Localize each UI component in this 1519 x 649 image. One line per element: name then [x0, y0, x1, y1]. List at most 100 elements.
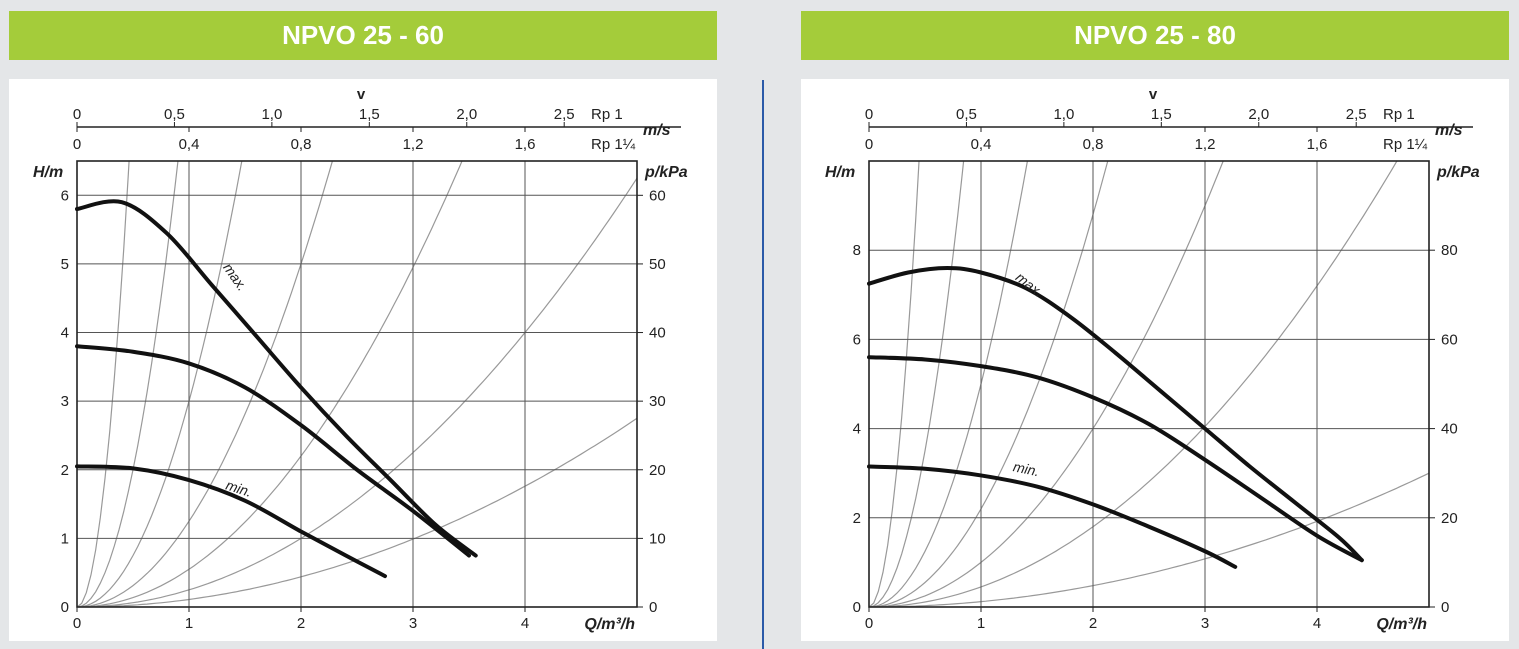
x-tick-label: 0 — [73, 615, 81, 632]
system-curve — [77, 161, 334, 607]
y2-tick-label: 60 — [649, 187, 666, 204]
system-curve — [77, 161, 179, 607]
chart-svg-npvo-25-80: 0 1 2 3 4 Q/m³/h 0 2 4 6 8 H/m 0 20 40 60 80 p/kPa 0 0,5 1,0… — [825, 86, 1480, 633]
velocity-tick-label-rp1: 0,5 — [164, 106, 185, 123]
velocity-tick-label-rp1-25: 0 — [73, 136, 81, 153]
curve-label-max: max. — [220, 260, 251, 294]
y2-tick-label: 20 — [1441, 510, 1458, 527]
system-curve — [77, 161, 463, 607]
system-curve — [869, 161, 965, 607]
velocity-unit-label: m/s — [1435, 122, 1463, 139]
y2-tick-label: 10 — [649, 530, 666, 547]
chart-svg-npvo-25-60: 0 1 2 3 4 Q/m³/h 0 1 2 3 4 5 6 H/m 0 10 20 30 40 50 60 p/kPa 0… — [33, 86, 688, 633]
y-tick-label: 6 — [61, 187, 69, 204]
y2-axis-label: p/kPa — [1436, 164, 1480, 181]
x-tick-label: 2 — [297, 615, 305, 632]
y-tick-label: 8 — [853, 242, 861, 259]
pump-curve-min — [867, 464, 1238, 569]
x-tick-label: 4 — [521, 615, 529, 632]
y2-tick-label: 60 — [1441, 331, 1458, 348]
velocity-tick-label-rp1-25: 1,2 — [1195, 136, 1216, 153]
x-axis-label: Q/m³/h — [584, 616, 635, 633]
pump-curve-max — [867, 266, 1364, 563]
system-curve — [869, 472, 1429, 607]
y-tick-label: 0 — [61, 599, 69, 616]
velocity-tick-label-rp1: 1,0 — [1053, 106, 1074, 123]
y2-tick-label: 50 — [649, 256, 666, 273]
velocity-tick-label-rp1: 0 — [865, 106, 873, 123]
x-tick-label: 3 — [1201, 615, 1209, 632]
pump-curve-min — [75, 464, 387, 579]
velocity-tick-label-rp1: 0,5 — [956, 106, 977, 123]
y2-tick-label: 20 — [649, 462, 666, 479]
y2-tick-label: 40 — [1441, 421, 1458, 438]
velocity-tick-label-rp1-25: 1,6 — [515, 136, 536, 153]
y-tick-label: 2 — [61, 462, 69, 479]
pump-curve-max — [75, 199, 478, 558]
velocity-axis-title: v — [357, 86, 366, 103]
y2-tick-label: 0 — [649, 599, 657, 616]
curve-label-min: min. — [224, 477, 254, 500]
x-tick-label: 1 — [977, 615, 985, 632]
x-tick-label: 1 — [185, 615, 193, 632]
pump-curve-mid — [75, 344, 471, 558]
velocity-tick-label-rp1: 2,0 — [1248, 106, 1269, 123]
velocity-axis-title: v — [1149, 86, 1158, 103]
system-curve — [869, 161, 1029, 607]
panel-divider — [762, 80, 764, 649]
x-tick-label: 0 — [865, 615, 873, 632]
velocity-tick-label-rp1-25: 0,8 — [291, 136, 312, 153]
chart-npvo-25-80: 0 1 2 3 4 Q/m³/h 0 2 4 6 8 H/m 0 20 40 60 80 p/kPa 0 0,5 1,0… — [801, 79, 1509, 641]
panel-title-npvo-25-60: NPVO 25 - 60 — [9, 11, 717, 60]
velocity-tick-label-rp1: 1,0 — [261, 106, 282, 123]
pump-curve-mid — [867, 355, 1364, 563]
velocity-tick-label-rp1: 0 — [73, 106, 81, 123]
y-tick-label: 1 — [61, 530, 69, 547]
y-tick-label: 4 — [853, 421, 861, 438]
x-tick-label: 3 — [409, 615, 417, 632]
velocity-tick-label-rp1: 1,5 — [359, 106, 380, 123]
velocity-unit-label: m/s — [643, 122, 671, 139]
y2-axis-label: p/kPa — [644, 164, 688, 181]
y-tick-label: 0 — [853, 599, 861, 616]
pipe-label-rp1: Rp 1 — [591, 106, 623, 123]
y2-tick-label: 80 — [1441, 242, 1458, 259]
y-tick-label: 4 — [61, 325, 69, 342]
velocity-tick-label-rp1-25: 0 — [865, 136, 873, 153]
x-tick-label: 4 — [1313, 615, 1321, 632]
velocity-tick-label-rp1: 1,5 — [1151, 106, 1172, 123]
pipe-label-rp1-25: Rp 1¼ — [591, 136, 636, 153]
chart-npvo-25-60: 0 1 2 3 4 Q/m³/h 0 1 2 3 4 5 6 H/m 0 10 20 30 40 50 60 p/kPa 0… — [9, 79, 717, 641]
y-axis-label: H/m — [825, 164, 855, 181]
y-tick-label: 2 — [853, 510, 861, 527]
plot-frame — [868, 160, 1430, 608]
x-tick-label: 2 — [1089, 615, 1097, 632]
panel-title-npvo-25-80: NPVO 25 - 80 — [801, 11, 1509, 60]
y-tick-label: 3 — [61, 393, 69, 410]
system-curve — [869, 161, 1224, 607]
velocity-tick-label-rp1-25: 0,4 — [971, 136, 992, 153]
velocity-tick-label-rp1-25: 1,2 — [403, 136, 424, 153]
y-tick-label: 5 — [61, 256, 69, 273]
system-curve — [869, 161, 1109, 607]
velocity-tick-label-rp1: 2,5 — [554, 106, 575, 123]
y2-tick-label: 0 — [1441, 599, 1449, 616]
y-tick-label: 6 — [853, 331, 861, 348]
velocity-tick-label-rp1-25: 1,6 — [1307, 136, 1328, 153]
x-axis-label: Q/m³/h — [1376, 616, 1427, 633]
velocity-tick-label-rp1-25: 0,4 — [179, 136, 200, 153]
y-axis-label: H/m — [33, 164, 63, 181]
plot-frame — [76, 160, 638, 608]
y2-tick-label: 30 — [649, 393, 666, 410]
system-curve — [77, 177, 637, 607]
velocity-tick-label-rp1: 2,0 — [456, 106, 477, 123]
curve-label-min: min. — [1012, 458, 1041, 479]
system-curve — [77, 161, 243, 607]
velocity-tick-label-rp1: 2,5 — [1346, 106, 1367, 123]
y2-tick-label: 40 — [649, 325, 666, 342]
pipe-label-rp1: Rp 1 — [1383, 106, 1415, 123]
system-curve — [77, 161, 130, 607]
pipe-label-rp1-25: Rp 1¼ — [1383, 136, 1428, 153]
system-curve — [869, 161, 1398, 607]
velocity-tick-label-rp1-25: 0,8 — [1083, 136, 1104, 153]
